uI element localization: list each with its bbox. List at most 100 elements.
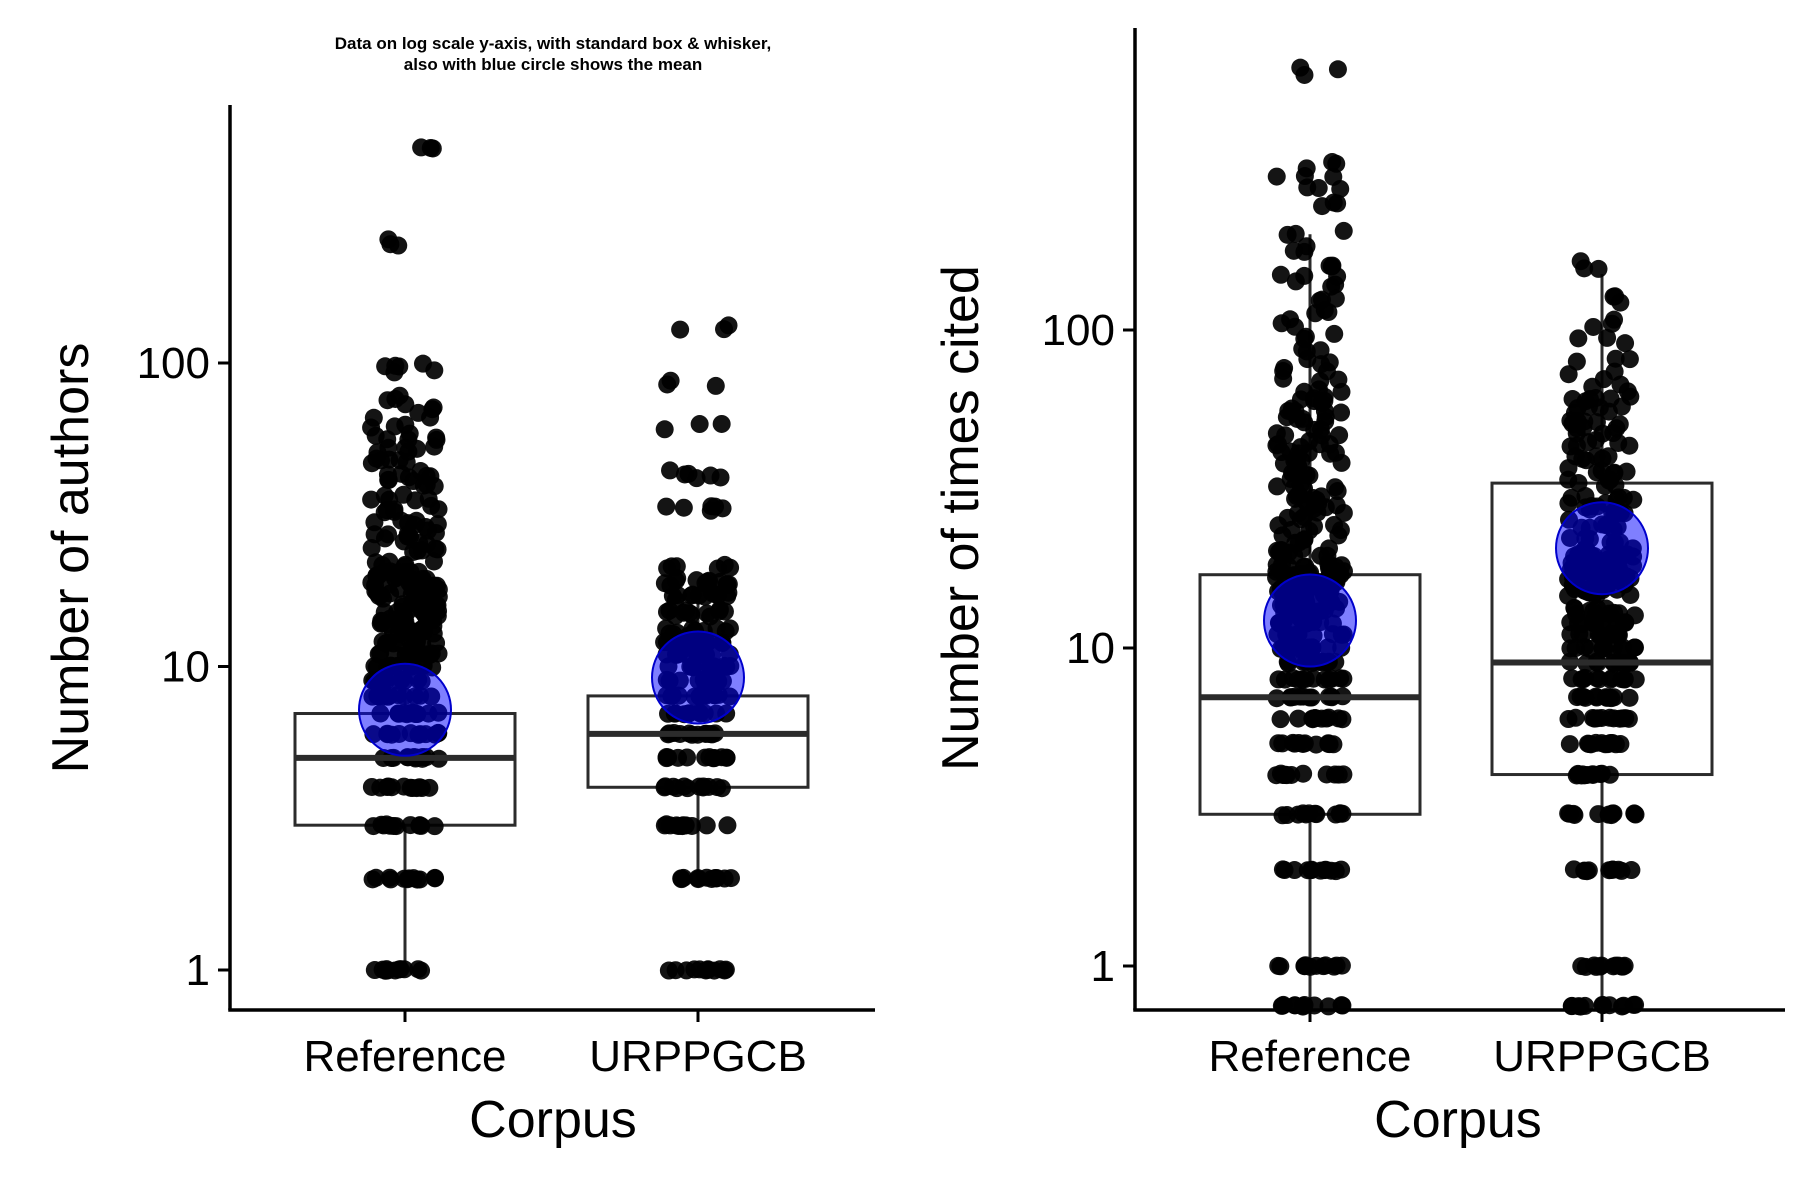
data-point: [1331, 804, 1350, 823]
data-point: [657, 815, 676, 834]
data-point: [1625, 804, 1644, 823]
data-point: [1622, 861, 1641, 880]
data-point: [706, 376, 725, 395]
data-point: [1324, 193, 1343, 212]
data-point: [1567, 352, 1586, 371]
data-point: [671, 320, 690, 339]
citations-boxplot-panel: 1 10 100 Number of times cited Corpus Referen…: [932, 28, 1785, 1149]
data-point: [713, 499, 732, 518]
data-point: [1312, 426, 1331, 445]
data-point: [1625, 606, 1644, 625]
data-point: [1594, 370, 1613, 389]
y-tick-label: 100: [1042, 306, 1115, 355]
data-point: [1274, 995, 1293, 1014]
data-point: [1269, 670, 1288, 689]
data-point: [711, 468, 730, 487]
data-point: [1295, 956, 1314, 975]
data-point: [1560, 735, 1579, 754]
data-point: [1291, 438, 1310, 457]
data-point: [1605, 310, 1624, 329]
data-point: [1603, 860, 1622, 879]
data-point: [674, 868, 693, 887]
data-point: [1276, 426, 1295, 445]
data-point: [1606, 956, 1625, 975]
data-point: [1614, 996, 1633, 1015]
data-point: [687, 571, 706, 590]
data-point: [1296, 557, 1315, 576]
x-axis-title: Corpus: [469, 1091, 637, 1149]
box-group-urppgcb: [1490, 252, 1714, 1016]
data-point: [1274, 362, 1293, 381]
data-point: [1306, 709, 1325, 728]
data-point: [386, 389, 405, 408]
data-point: [1626, 670, 1645, 689]
data-point: [1619, 709, 1638, 728]
data-point: [1584, 317, 1603, 336]
data-point: [410, 778, 429, 797]
data-point: [1284, 669, 1303, 688]
data-point: [679, 464, 698, 483]
data-point: [1328, 60, 1347, 79]
box-group-reference: [1198, 58, 1422, 1016]
data-point: [427, 428, 446, 447]
data-point: [399, 514, 418, 533]
y-tick-label: 1: [186, 946, 210, 995]
data-point: [1268, 541, 1287, 560]
data-point: [1591, 765, 1610, 784]
data-point: [1267, 167, 1286, 186]
data-point: [1334, 669, 1353, 688]
data-point: [1298, 861, 1317, 880]
data-point: [1295, 996, 1314, 1015]
x-tick-label: Reference: [303, 1032, 506, 1081]
data-point: [1587, 688, 1606, 707]
data-point: [718, 816, 737, 835]
y-tick-label: 100: [137, 339, 210, 388]
data-point: [1310, 291, 1329, 310]
data-point: [1571, 252, 1590, 271]
data-point: [365, 961, 384, 980]
data-point: [1268, 477, 1287, 496]
data-point: [1309, 179, 1328, 198]
data-point: [424, 398, 443, 417]
data-point: [719, 316, 738, 335]
data-point: [721, 558, 740, 577]
data-point: [1333, 996, 1352, 1015]
data-point: [1616, 334, 1635, 353]
x-axis-title: Corpus: [1374, 1091, 1542, 1149]
data-point: [1563, 390, 1582, 409]
data-point: [1332, 403, 1351, 422]
data-point: [1326, 478, 1345, 497]
data-point: [410, 816, 429, 835]
data-point: [1576, 996, 1595, 1015]
data-point: [1565, 403, 1584, 422]
data-point: [1587, 413, 1606, 432]
data-point: [381, 235, 400, 254]
data-point: [1271, 957, 1290, 976]
data-point: [362, 490, 381, 509]
data-point: [1322, 861, 1341, 880]
data-point: [1569, 329, 1588, 348]
data-point: [658, 375, 677, 394]
data-point: [1271, 710, 1290, 729]
data-point: [376, 357, 395, 376]
data-point: [425, 868, 444, 887]
data-point: [662, 557, 681, 576]
data-point: [1589, 805, 1608, 824]
data-point: [1572, 957, 1591, 976]
data-point: [721, 869, 740, 888]
data-point: [1574, 687, 1593, 706]
data-point: [720, 619, 739, 638]
data-point: [1311, 341, 1330, 360]
data-point: [1560, 804, 1579, 823]
data-point: [1602, 806, 1621, 825]
data-point: [364, 408, 383, 427]
data-point: [1591, 957, 1610, 976]
data-point: [1559, 710, 1578, 729]
data-point: [1295, 65, 1314, 84]
data-point: [423, 139, 442, 158]
data-point: [682, 586, 701, 605]
data-point: [1293, 734, 1312, 753]
data-point: [1605, 688, 1624, 707]
data-point: [1317, 765, 1336, 784]
